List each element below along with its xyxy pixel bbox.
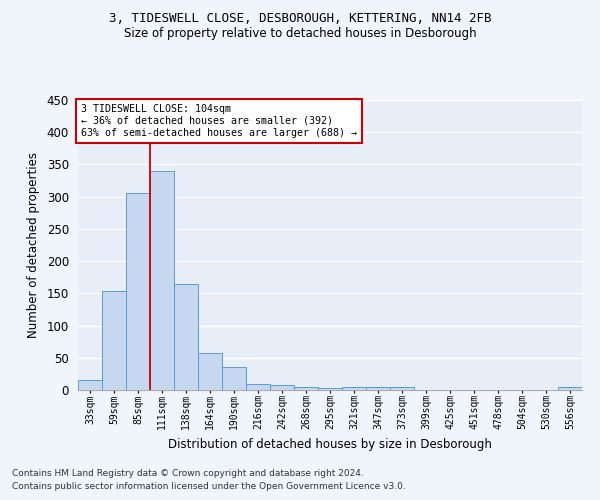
Y-axis label: Number of detached properties: Number of detached properties bbox=[27, 152, 40, 338]
X-axis label: Distribution of detached houses by size in Desborough: Distribution of detached houses by size … bbox=[168, 438, 492, 451]
Text: Contains public sector information licensed under the Open Government Licence v3: Contains public sector information licen… bbox=[12, 482, 406, 491]
Text: 3 TIDESWELL CLOSE: 104sqm
← 36% of detached houses are smaller (392)
63% of semi: 3 TIDESWELL CLOSE: 104sqm ← 36% of detac… bbox=[80, 104, 356, 138]
Bar bbox=[198, 354, 222, 390]
Text: Contains HM Land Registry data © Crown copyright and database right 2024.: Contains HM Land Registry data © Crown c… bbox=[12, 468, 364, 477]
Bar bbox=[270, 385, 294, 390]
Bar bbox=[102, 292, 126, 390]
Bar bbox=[342, 387, 366, 390]
Bar bbox=[246, 384, 270, 390]
Bar bbox=[558, 388, 582, 390]
Bar bbox=[390, 387, 414, 390]
Bar bbox=[318, 388, 342, 390]
Text: 3, TIDESWELL CLOSE, DESBOROUGH, KETTERING, NN14 2FB: 3, TIDESWELL CLOSE, DESBOROUGH, KETTERIN… bbox=[109, 12, 491, 26]
Bar bbox=[78, 380, 102, 390]
Bar bbox=[366, 387, 390, 390]
Bar bbox=[174, 284, 198, 390]
Text: Size of property relative to detached houses in Desborough: Size of property relative to detached ho… bbox=[124, 28, 476, 40]
Bar bbox=[150, 171, 174, 390]
Bar bbox=[222, 368, 246, 390]
Bar bbox=[294, 387, 318, 390]
Bar bbox=[126, 194, 150, 390]
